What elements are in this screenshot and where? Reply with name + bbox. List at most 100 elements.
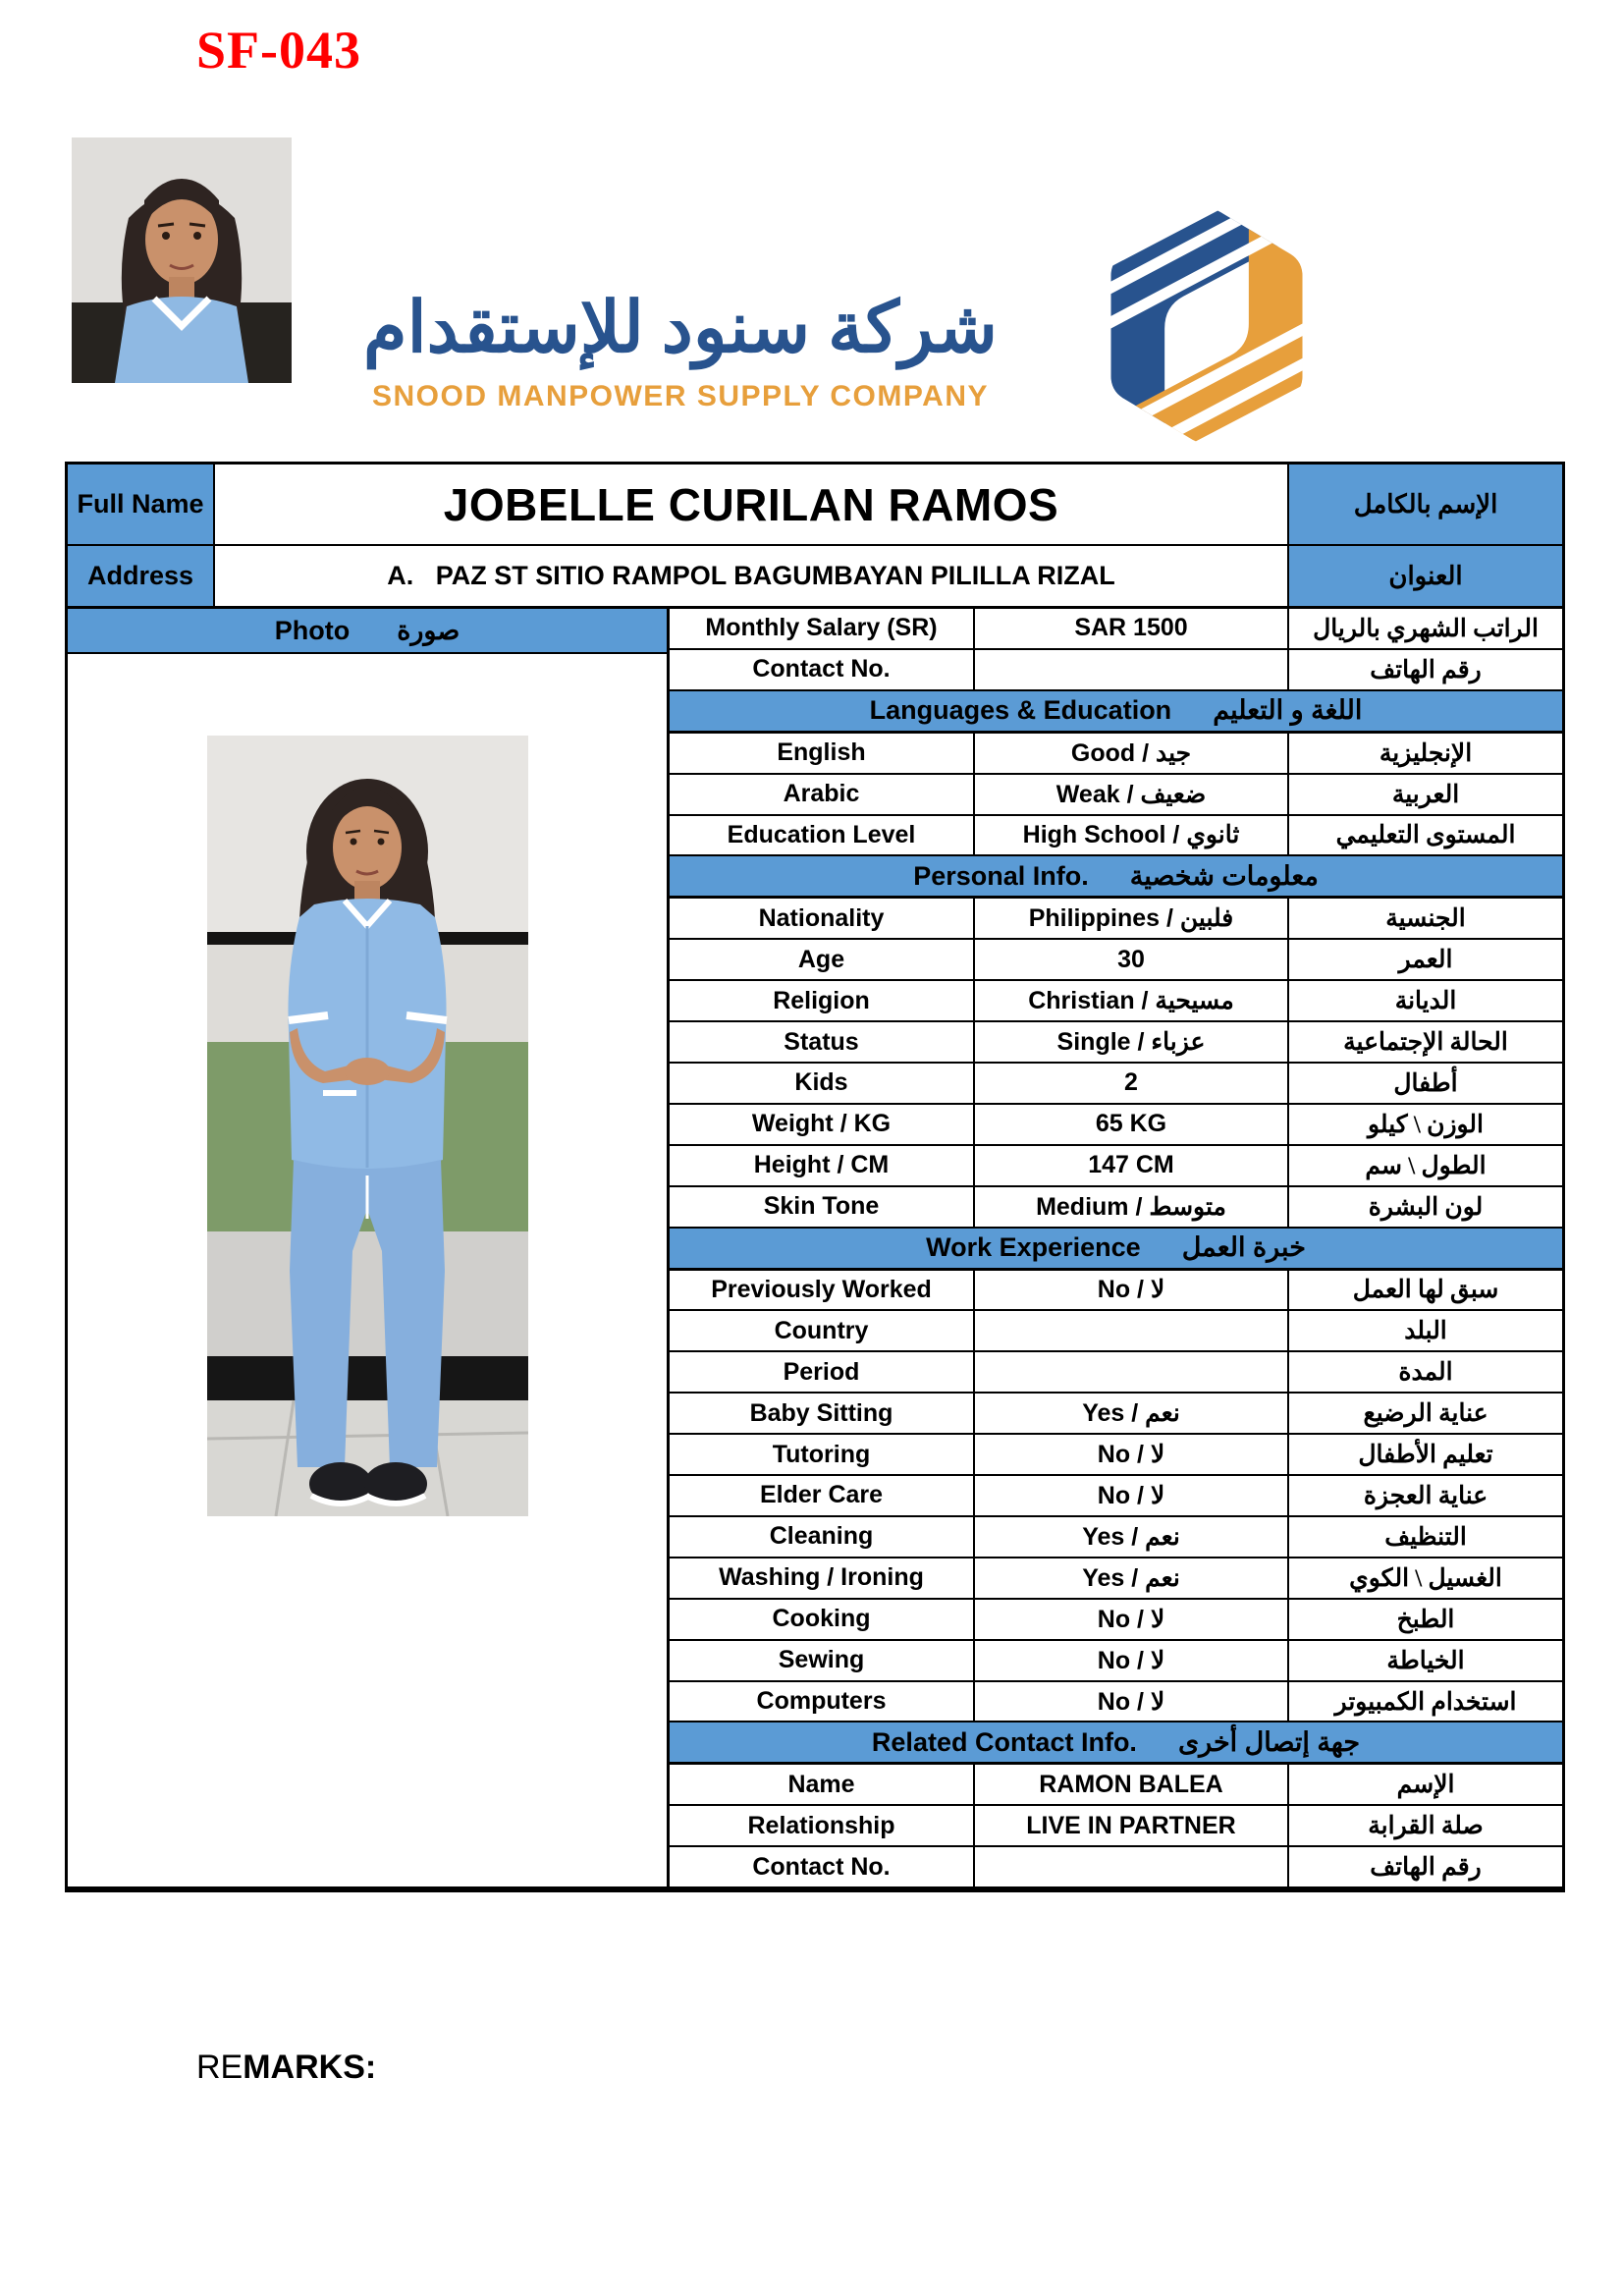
- section-title-ar: اللغة و التعليم: [1213, 695, 1363, 726]
- field-row: Baby Sitting Yes / نعم عناية الرضيع: [670, 1394, 1562, 1436]
- field-value: No / لا: [973, 1681, 1289, 1722]
- field-row: English Good / جيد الإنجليزية: [670, 733, 1562, 775]
- full-name-value-cell: JOBELLE CURILAN RAMOS: [215, 465, 1289, 544]
- field-label-arabic: الجنسية: [1385, 905, 1466, 933]
- section-header-languages-education: Languages & Education اللغة و التعليم: [670, 690, 1562, 734]
- field-label: Cooking: [772, 1605, 871, 1633]
- field-row: Weight / KG 65 KG الوزن \ كيلو: [670, 1104, 1562, 1146]
- remarks-prefix: RE: [196, 2049, 243, 2086]
- field-label-arabic: الغسيل \ الكوي: [1349, 1564, 1502, 1592]
- field-label-arabic: رقم الهاتف: [1370, 656, 1482, 683]
- field-label: Height / CM: [753, 1151, 890, 1179]
- field-value: 30: [973, 940, 1289, 980]
- field-label-arabic: الوزن \ كيلو: [1368, 1111, 1484, 1138]
- field-label: Country: [774, 1316, 869, 1344]
- headshot-illustration: [72, 137, 292, 383]
- field-row: Contact No. رقم الهاتف: [670, 1847, 1562, 1887]
- field-value: No / لا: [973, 1270, 1289, 1310]
- full-name-row: Full Name JOBELLE CURILAN RAMOS الإسم با…: [68, 465, 1562, 546]
- field-label-arabic: سبق لها العمل: [1352, 1277, 1499, 1304]
- field-row: Status Single / عزباء الحالة الإجتماعية: [670, 1022, 1562, 1064]
- remarks-suffix: MARKS:: [243, 2049, 377, 2086]
- section-header-related-contact-info: Related Contact Info. جهة إتصال أخرى: [670, 1722, 1562, 1766]
- field-value: [973, 649, 1289, 689]
- section-title-ar: جهة إتصال أخرى: [1177, 1726, 1361, 1757]
- field-label-arabic: العربية: [1391, 781, 1460, 808]
- field-label: Contact No.: [752, 655, 891, 683]
- applicant-full-photo: [206, 736, 528, 1516]
- field-row: Previously Worked No / لا سبق لها العمل: [670, 1270, 1562, 1312]
- field-label-arabic: عناية العجزة: [1363, 1482, 1488, 1509]
- field-row: Skin Tone Medium / متوسط لون البشرة: [670, 1186, 1562, 1229]
- photo-header-label: Photo: [274, 615, 351, 645]
- form-code: SF-043: [196, 21, 361, 80]
- field-row: Nationality Philippines / فلبين الجنسية: [670, 899, 1562, 941]
- field-value: RAMON BALEA: [973, 1765, 1289, 1805]
- field-value: No / لا: [973, 1640, 1289, 1680]
- field-label: Washing / Ironing: [719, 1563, 924, 1592]
- section-title-ar: معلومات شخصية: [1129, 860, 1319, 891]
- field-value: Single / عزباء: [973, 1022, 1289, 1062]
- field-label-arabic: الخياطة: [1386, 1647, 1465, 1674]
- field-row: Cooking No / لا الطبخ: [670, 1599, 1562, 1641]
- field-label: Baby Sitting: [749, 1398, 893, 1427]
- field-label-arabic: العمر: [1398, 947, 1453, 974]
- field-label-arabic: لون البشرة: [1368, 1193, 1484, 1221]
- field-label: Elder Care: [759, 1481, 884, 1509]
- field-label: Kids: [794, 1068, 848, 1097]
- field-label: Period: [783, 1357, 860, 1386]
- field-label-arabic: الطبخ: [1396, 1606, 1455, 1633]
- field-row: Monthly Salary (SR) SAR 1500 الراتب الشهري…: [670, 609, 1562, 650]
- company-logo-icon: [1090, 202, 1324, 450]
- full-name-value: JOBELLE CURILAN RAMOS: [443, 478, 1059, 530]
- field-value: Yes / نعم: [973, 1394, 1289, 1434]
- field-value: 2: [973, 1063, 1289, 1103]
- field-row: Name RAMON BALEA الإسم: [670, 1765, 1562, 1807]
- field-label-arabic: استخدام الكمبيوتر: [1334, 1688, 1517, 1716]
- field-row: Tutoring No / لا تعليم الأطفال: [670, 1435, 1562, 1477]
- field-value: [973, 1352, 1289, 1393]
- field-row: Computers No / لا استخدام الكمبيوتر: [670, 1681, 1562, 1723]
- field-label-arabic: البلد: [1404, 1318, 1447, 1345]
- field-value: Weak / ضعيف: [973, 774, 1289, 814]
- photo-header: Photo صورة: [68, 609, 667, 654]
- field-row: Period المدة: [670, 1352, 1562, 1394]
- field-row: Cleaning Yes / نعم التنظيف: [670, 1516, 1562, 1558]
- address-label: Address: [68, 546, 215, 606]
- field-label-arabic: الحالة الإجتماعية: [1343, 1029, 1508, 1057]
- photo-column: Photo صورة: [68, 609, 670, 1886]
- section-header-personal-info: Personal Info. معلومات شخصية: [670, 856, 1562, 900]
- field-value: No / لا: [973, 1435, 1289, 1475]
- field-value: No / لا: [973, 1476, 1289, 1515]
- field-label: English: [777, 738, 866, 767]
- field-label-arabic: الديانة: [1394, 988, 1457, 1015]
- remarks-label: REMARKS:: [196, 2049, 376, 2087]
- address-value-cell: A. PAZ ST SITIO RAMPOL BAGUMBAYAN PILILL…: [215, 546, 1289, 606]
- field-row: Washing / Ironing Yes / نعم الغسيل \ الكوي: [670, 1558, 1562, 1600]
- section-title-en: Related Contact Info.: [871, 1726, 1137, 1757]
- field-label-arabic: التنظيف: [1384, 1523, 1467, 1551]
- field-value: No / لا: [973, 1599, 1289, 1639]
- snood-s-hexagon-icon: [1110, 208, 1303, 444]
- field-row: Education Level High School / ثانوي المستو…: [670, 815, 1562, 857]
- section-title-en: Personal Info.: [913, 860, 1089, 891]
- field-label: Contact No.: [752, 1852, 891, 1881]
- field-value: High School / ثانوي: [973, 815, 1289, 855]
- field-label: Weight / KG: [751, 1110, 892, 1138]
- section-title-ar: خبرة العمل: [1181, 1232, 1306, 1263]
- field-value: 65 KG: [973, 1104, 1289, 1144]
- field-label: Monthly Salary (SR): [705, 614, 938, 642]
- photo-header-arabic: صورة: [397, 615, 460, 645]
- company-logo-text: شركة سنود للإستقدام SNOOD MANPOWER SUPPL…: [295, 281, 1066, 413]
- address-row: Address A. PAZ ST SITIO RAMPOL BAGUMBAYA…: [68, 546, 1562, 609]
- section-header-work-experience: Work Experience خبرة العمل: [670, 1228, 1562, 1271]
- field-label: Skin Tone: [763, 1192, 880, 1221]
- field-label: Sewing: [778, 1646, 865, 1674]
- field-value: Yes / نعم: [973, 1558, 1289, 1598]
- field-row: Age 30 العمر: [670, 940, 1562, 982]
- table-body: Photo صورة: [68, 609, 1562, 1887]
- field-label-arabic: الطول \ سم: [1365, 1152, 1487, 1179]
- field-label: Previously Worked: [711, 1275, 932, 1303]
- field-row: Religion Christian / مسيحية الديانة: [670, 981, 1562, 1023]
- field-label: Arabic: [783, 780, 860, 808]
